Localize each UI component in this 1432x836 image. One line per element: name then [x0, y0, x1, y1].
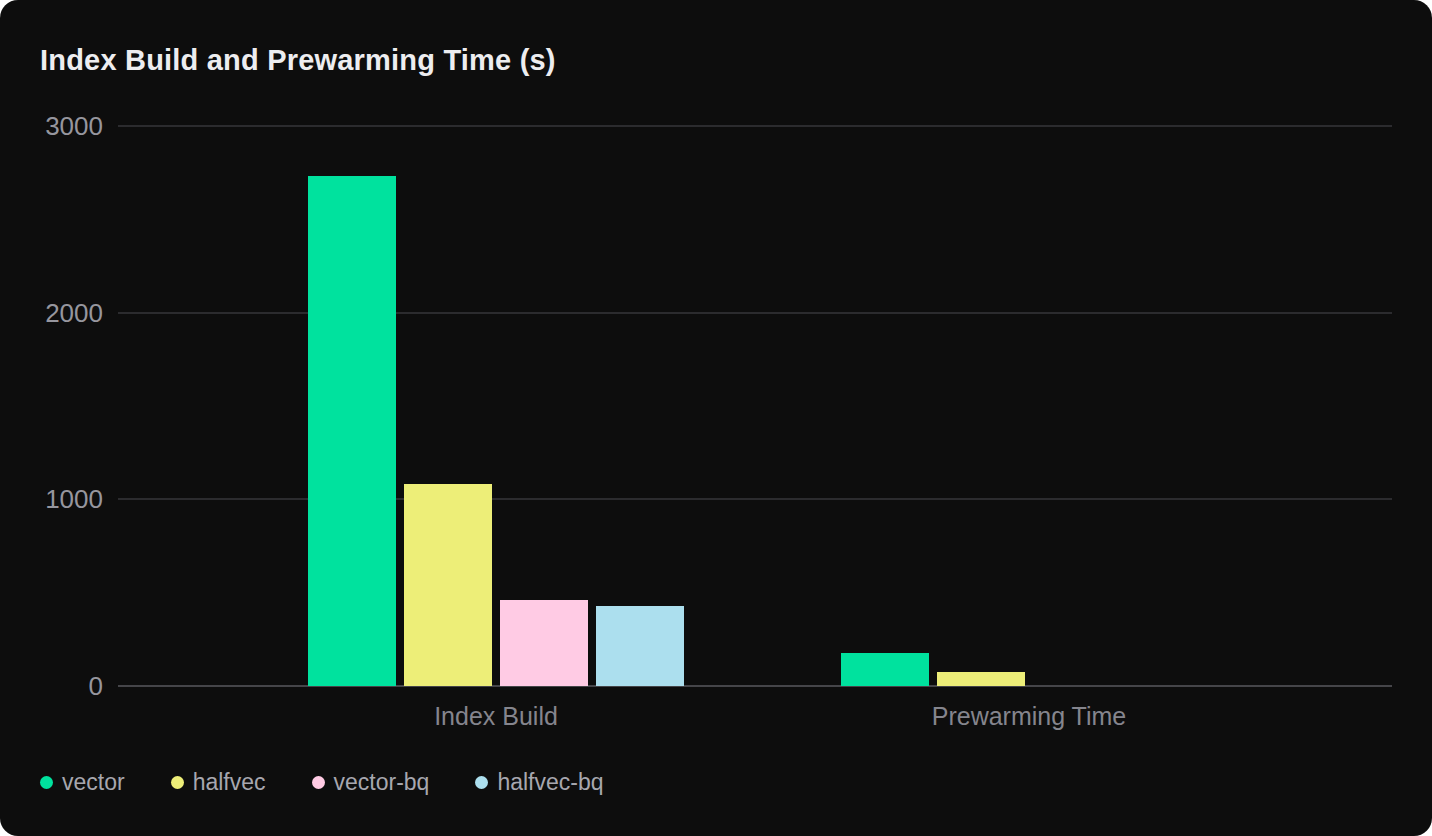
y-axis-tick-label: 2000 [13, 297, 103, 329]
chart-card: Index Build and Prewarming Time (s) 0100… [0, 0, 1432, 836]
legend-item-halfvec-bq[interactable]: halfvec-bq [475, 769, 603, 796]
legend-item-halfvec[interactable]: halfvec [171, 769, 266, 796]
y-axis-tick-label: 0 [13, 670, 103, 702]
legend-item-label: vector-bq [334, 769, 430, 796]
plot-area: 0100020003000Index BuildPrewarming Time [118, 126, 1392, 686]
y-axis-tick-label: 1000 [13, 483, 103, 515]
legend-item-label: vector [62, 769, 125, 796]
bar-vector-bq[interactable] [500, 600, 588, 686]
legend-item-label: halfvec [193, 769, 266, 796]
bar-halfvec[interactable] [404, 484, 492, 686]
legend-item-vector[interactable]: vector [40, 769, 125, 796]
gridline [118, 125, 1392, 127]
bar-vector[interactable] [308, 176, 396, 686]
y-axis-tick-label: 3000 [13, 110, 103, 142]
bar-vector[interactable] [841, 653, 929, 686]
x-axis-category-label: Index Build [434, 702, 558, 731]
legend-dot-icon [312, 776, 325, 789]
legend-item-vector-bq[interactable]: vector-bq [312, 769, 430, 796]
chart-title: Index Build and Prewarming Time (s) [40, 44, 556, 77]
legend-dot-icon [475, 776, 488, 789]
bar-halfvec[interactable] [937, 672, 1025, 686]
legend-dot-icon [40, 776, 53, 789]
legend-dot-icon [171, 776, 184, 789]
legend-item-label: halfvec-bq [497, 769, 603, 796]
bar-halfvec-bq[interactable] [596, 606, 684, 686]
legend: vector halfvec vector-bq halfvec-bq [40, 769, 604, 796]
x-axis-category-label: Prewarming Time [932, 702, 1127, 731]
